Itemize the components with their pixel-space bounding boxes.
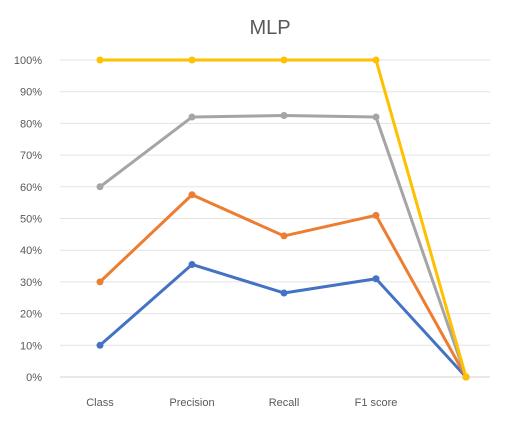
gridlines (60, 59, 490, 378)
series-3 (96, 111, 470, 381)
data-point (372, 211, 380, 219)
data-point (372, 56, 380, 64)
data-point (280, 289, 288, 297)
data-point (462, 373, 470, 381)
y-tick-label: 0% (26, 372, 42, 384)
series-1 (96, 260, 470, 381)
x-tick-label: Class (86, 397, 114, 409)
data-point (188, 260, 196, 268)
y-tick-label: 60% (20, 182, 42, 194)
x-axis-ticks: Class Precision Recall F1 score (86, 397, 397, 409)
y-tick-label: 50% (20, 214, 42, 226)
data-point (372, 275, 380, 283)
data-point (188, 191, 196, 199)
data-point (280, 111, 288, 119)
series-4 (96, 56, 470, 381)
data-point (372, 113, 380, 121)
data-point (96, 56, 104, 64)
data-point (96, 341, 104, 349)
data-point (280, 232, 288, 240)
y-tick-label: 100% (14, 55, 42, 67)
chart-title: MLP (249, 17, 290, 39)
data-point (280, 56, 288, 64)
data-point (96, 183, 104, 191)
data-point (188, 56, 196, 64)
y-tick-label: 30% (20, 277, 42, 289)
y-axis-ticks: 0% 10% 20% 30% 40% 50% 60% 70% 80% 90% 100% (14, 55, 42, 384)
y-tick-label: 10% (20, 340, 42, 352)
x-tick-label: Precision (169, 397, 214, 409)
y-tick-label: 40% (20, 245, 42, 257)
y-tick-label: 20% (20, 309, 42, 321)
data-point (188, 113, 196, 121)
x-tick-label: Recall (269, 397, 300, 409)
y-tick-label: 70% (20, 150, 42, 162)
x-tick-label: F1 score (355, 397, 398, 409)
y-tick-label: 90% (20, 87, 42, 99)
series-lines (96, 56, 470, 381)
data-point (96, 278, 104, 286)
series-2 (96, 191, 470, 381)
y-tick-label: 80% (20, 118, 42, 130)
